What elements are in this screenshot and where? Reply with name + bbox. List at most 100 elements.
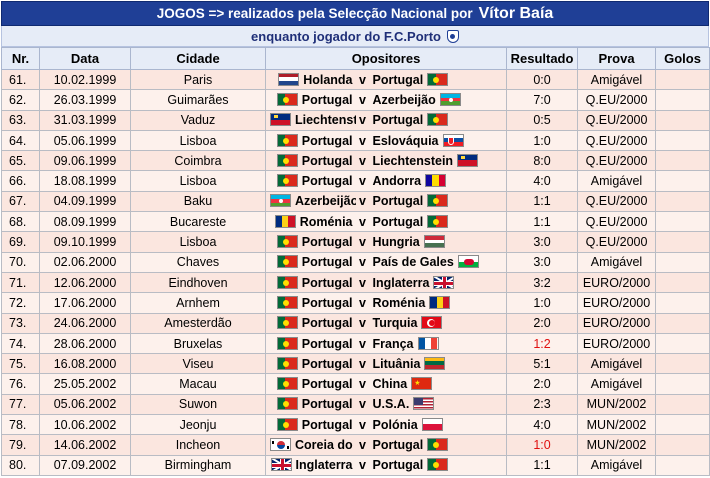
cell-away-team: Azerbeijão xyxy=(369,89,508,111)
cell-city: Lisboa xyxy=(130,231,266,253)
cell-date: 17.06.2000 xyxy=(39,292,131,314)
cell-home-team: Portugal xyxy=(265,170,356,192)
table-row: 68. 08.09.1999 Bucareste Roménia v Portugal 1:… xyxy=(1,211,710,233)
cell-city: Incheon xyxy=(130,434,266,456)
cell-goals xyxy=(655,454,710,476)
cell-nr: 79. xyxy=(1,434,40,456)
flag-china-icon: ★ xyxy=(411,377,433,391)
table-row: 78. 10.06.2002 Jeonju Portugal v Polónia 4:0 MU… xyxy=(1,414,710,436)
cell-versus: v xyxy=(355,353,370,375)
flag-portugal-icon xyxy=(276,356,298,370)
cell-competition: Q.EU/2000 xyxy=(577,211,657,233)
cell-date: 10.02.1999 xyxy=(39,68,131,91)
away-team-name: Roménia xyxy=(372,295,426,310)
home-team-name: Holanda xyxy=(303,72,353,87)
flag-turkey-icon xyxy=(421,316,443,330)
home-team-name: Portugal xyxy=(301,235,353,250)
flag-romania-icon xyxy=(274,214,296,228)
cell-nr: 70. xyxy=(1,251,40,273)
cell-city: Suwon xyxy=(130,393,266,416)
cell-result: 5:1 xyxy=(506,353,579,375)
cell-date: 05.06.2002 xyxy=(39,393,131,416)
table-row: 61. 10.02.1999 Paris Holanda v Portugal 0:0 Ami… xyxy=(1,68,710,91)
cell-result: 8:0 xyxy=(506,150,579,172)
cell-competition: Amigável xyxy=(577,68,657,91)
home-team-name: Portugal xyxy=(301,174,353,189)
cell-competition: Q.EU/2000 xyxy=(577,109,657,131)
flag-portugal-icon xyxy=(276,377,298,391)
flag-romania-icon xyxy=(429,295,451,309)
away-team-name: Portugal xyxy=(372,194,424,209)
cell-versus: v xyxy=(355,393,370,416)
cell-nr: 68. xyxy=(1,211,40,233)
table-body: 61. 10.02.1999 Paris Holanda v Portugal 0:0 Ami… xyxy=(1,68,710,476)
flag-portugal-icon xyxy=(276,316,298,330)
cell-nr: 74. xyxy=(1,332,40,355)
away-team-name: Portugal xyxy=(372,458,424,473)
away-team-name: País de Gales xyxy=(372,255,454,270)
cell-home-team: Portugal xyxy=(265,373,356,395)
away-team-name: Andorra xyxy=(372,174,422,189)
cell-result: 2:0 xyxy=(506,312,579,334)
cell-goals xyxy=(655,393,710,416)
cell-away-team: Andorra xyxy=(369,170,508,192)
table-header-row: Nr. Data Cidade Opositores Resultado Pro… xyxy=(1,47,710,70)
title-bar: JOGOS => realizados pela Selecção Nacion… xyxy=(1,1,709,26)
away-team-name: Eslováquia xyxy=(372,133,439,148)
cell-versus: v xyxy=(355,68,370,91)
cell-city: Macau xyxy=(130,373,266,395)
cell-result: 1:0 xyxy=(506,129,579,152)
cell-goals xyxy=(655,170,710,192)
cell-away-team: Portugal xyxy=(369,211,508,233)
cell-competition: Q.EU/2000 xyxy=(577,150,657,172)
home-team-name: Portugal xyxy=(301,133,353,148)
home-team-name: Portugal xyxy=(301,275,353,290)
cell-competition: MUN/2002 xyxy=(577,434,657,456)
cell-home-team: Azerbeijão xyxy=(265,190,356,213)
cell-home-team: Portugal xyxy=(265,414,356,436)
cell-versus: v xyxy=(355,89,370,111)
subtitle: enquanto jogador do F.C.Porto xyxy=(251,28,441,44)
flag-portugal-icon xyxy=(427,194,449,208)
away-team-name: Azerbeijão xyxy=(372,92,436,107)
table-row: 74. 28.06.2000 Bruxelas Portugal v França 1:2 E… xyxy=(1,332,710,355)
table-row: 71. 12.06.2000 Eindhoven Portugal v Inglaterr… xyxy=(1,271,710,294)
home-team-name: Portugal xyxy=(301,356,353,371)
cell-date: 04.09.1999 xyxy=(39,190,131,213)
away-team-name: Portugal xyxy=(372,437,424,452)
home-team-name: Portugal xyxy=(301,417,353,432)
cell-competition: MUN/2002 xyxy=(577,414,657,436)
cell-away-team: Portugal xyxy=(369,190,508,213)
cell-date: 10.06.2002 xyxy=(39,414,131,436)
cell-city: Chaves xyxy=(130,251,266,273)
cell-result: 3:0 xyxy=(506,231,579,253)
table-row: 75. 16.08.2000 Viseu Portugal v Lituânia 5:1 Am… xyxy=(1,353,710,375)
cell-date: 28.06.2000 xyxy=(39,332,131,355)
cell-date: 09.10.1999 xyxy=(39,231,131,253)
cell-nr: 78. xyxy=(1,414,40,436)
home-team-name: Portugal xyxy=(301,295,353,310)
cell-city: Paris xyxy=(130,68,266,91)
cell-away-team: Eslováquia xyxy=(369,129,508,152)
flag-portugal-icon xyxy=(276,336,298,350)
cell-versus: v xyxy=(355,434,370,456)
cell-home-team: Portugal xyxy=(265,271,356,294)
cell-home-team: Liechtenstein xyxy=(265,109,356,131)
cell-date: 08.09.1999 xyxy=(39,211,131,233)
away-team-name: Polónia xyxy=(372,417,418,432)
cell-city: Guimarães xyxy=(130,89,266,111)
cell-competition: Amigável xyxy=(577,251,657,273)
flag-azerbaijan-icon xyxy=(270,194,291,208)
flag-portugal-icon xyxy=(427,214,449,228)
flag-portugal-icon xyxy=(427,113,449,127)
cell-goals xyxy=(655,271,710,294)
cell-competition: EURO/2000 xyxy=(577,332,657,355)
flag-portugal-icon xyxy=(276,255,298,269)
cell-city: Jeonju xyxy=(130,414,266,436)
cell-home-team: Portugal xyxy=(265,129,356,152)
cell-competition: Q.EU/2000 xyxy=(577,89,657,111)
cell-nr: 69. xyxy=(1,231,40,253)
col-header-opponents: Opositores xyxy=(264,47,508,70)
cell-result: 7:0 xyxy=(506,89,579,111)
